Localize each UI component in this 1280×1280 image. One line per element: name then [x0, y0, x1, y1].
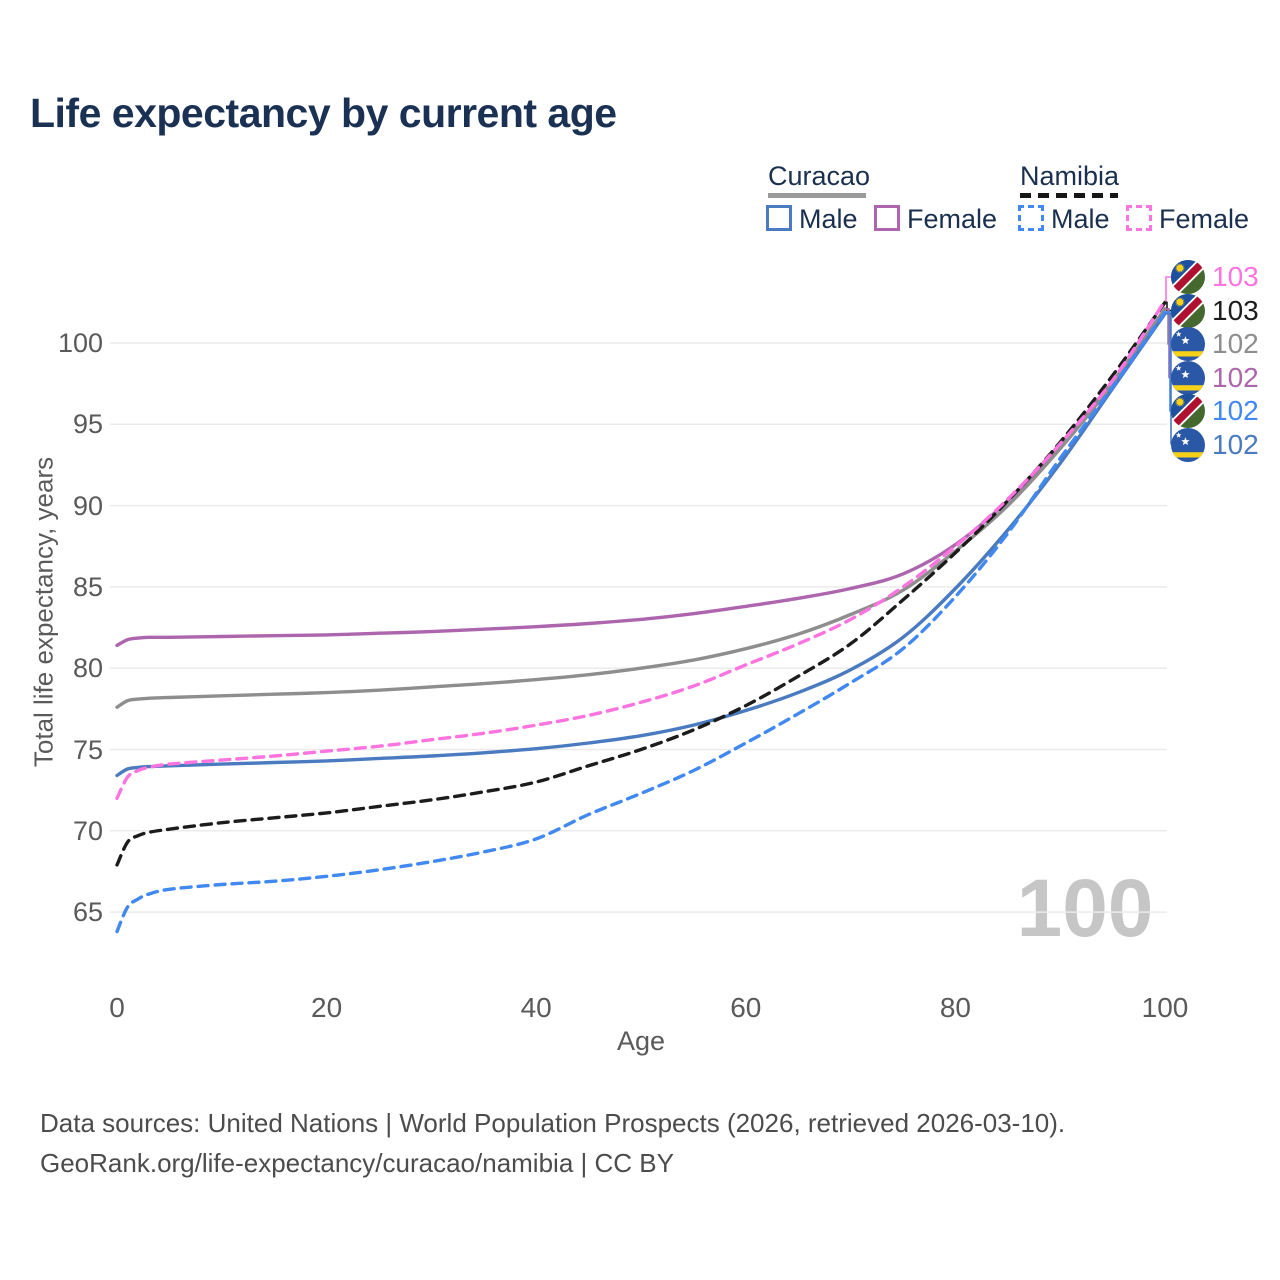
- x-tick-label: 20: [311, 992, 343, 1023]
- end-value-label-curacao_male: 102: [1212, 428, 1259, 460]
- y-tick-label: 75: [72, 734, 103, 765]
- legend-label-namibia-female[interactable]: Female: [1159, 204, 1250, 234]
- legend-swatch-namibia-female[interactable]: [1126, 205, 1152, 231]
- series-line-curacao_total[interactable]: [115, 307, 1167, 709]
- footer-link-line: GeoRank.org/life-expectancy/curacao/nami…: [40, 1148, 674, 1178]
- gridlines: [110, 342, 1167, 913]
- series-line-namibia_total[interactable]: [115, 300, 1167, 867]
- end-value-label-namibia_female: 103: [1212, 261, 1259, 292]
- legend-swatch-namibia-male[interactable]: [1018, 205, 1044, 231]
- flag-icon-namibia: [1171, 394, 1205, 433]
- x-tick-label: 0: [109, 992, 125, 1023]
- x-tick-label: 80: [939, 992, 971, 1023]
- series-line-curacao_male[interactable]: [115, 312, 1167, 778]
- legend-swatch-curacao-female[interactable]: [874, 205, 900, 231]
- y-tick-label: 65: [72, 897, 103, 928]
- footer-source-line: Data sources: United Nations | World Pop…: [40, 1108, 1066, 1138]
- series-lines: [115, 299, 1167, 934]
- end-value-label-curacao_female: 102: [1212, 361, 1259, 393]
- legend-label-curacao-female[interactable]: Female: [907, 204, 998, 234]
- flag-icon-namibia: [1171, 260, 1205, 299]
- legend-swatch-curacao-male[interactable]: [766, 205, 792, 231]
- end-value-label-curacao_total: 102: [1212, 328, 1259, 359]
- flag-icon-curacao: [1171, 360, 1205, 400]
- age-watermark: 100: [1016, 863, 1154, 954]
- y-tick-label: 70: [72, 815, 103, 846]
- y-tick-label: 95: [72, 409, 103, 440]
- series-line-namibia_female[interactable]: [115, 299, 1167, 800]
- end-label-leader-lines: [1165, 276, 1172, 445]
- x-axis-title: Age: [616, 1026, 666, 1056]
- y-tick-label: 100: [57, 328, 103, 358]
- flag-icon-curacao: [1171, 427, 1205, 467]
- flag-icon-curacao: [1171, 327, 1205, 366]
- flag-icon-namibia: [1171, 293, 1205, 333]
- legend-namibia-line-sample: [1020, 193, 1118, 198]
- series-line-namibia_male[interactable]: [115, 310, 1167, 934]
- y-tick-label: 85: [72, 571, 103, 602]
- legend-label-namibia-male[interactable]: Male: [1051, 204, 1110, 234]
- x-tick-label: 40: [520, 992, 552, 1023]
- legend-curacao-line-sample: [768, 193, 866, 198]
- legend-group-curacao-title[interactable]: Curacao: [768, 161, 871, 191]
- y-tick-label: 90: [72, 490, 103, 521]
- end-value-label-namibia_total: 103: [1212, 294, 1259, 326]
- series-line-curacao_female[interactable]: [115, 307, 1167, 648]
- x-tick-label: 60: [730, 992, 762, 1023]
- page-title: Life expectancy by current age: [30, 90, 617, 136]
- y-tick-label: 80: [72, 653, 103, 684]
- end-value-label-namibia_male: 102: [1212, 395, 1259, 426]
- x-tick-label: 100: [1141, 992, 1189, 1023]
- legend-group-namibia-title[interactable]: Namibia: [1020, 161, 1120, 191]
- legend-label-curacao-male[interactable]: Male: [799, 204, 858, 234]
